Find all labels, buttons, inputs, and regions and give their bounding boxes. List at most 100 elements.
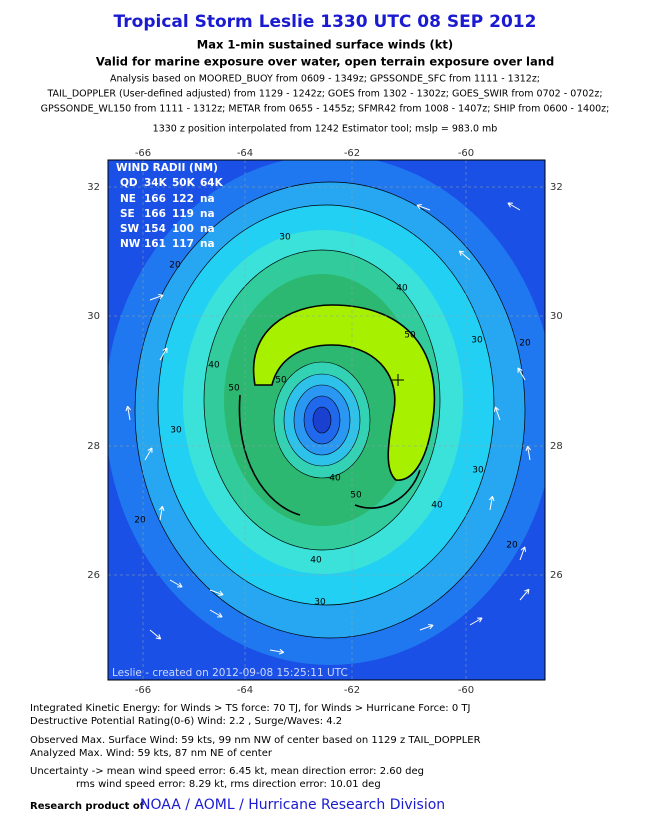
footer-line: Observed Max. Surface Wind: 59 kts, 99 n… <box>30 735 481 746</box>
contour-label: 20 <box>506 541 518 551</box>
lon-label: -66 <box>135 685 151 696</box>
lat-label: 28 <box>87 441 100 452</box>
radii-cell: SE <box>120 208 135 220</box>
wind-arrow <box>416 203 431 211</box>
credit-line: Leslie - created on 2012-09-08 15:25:11 … <box>112 667 348 679</box>
contour-label: 40 <box>396 284 408 294</box>
wind-arrow <box>519 546 527 561</box>
wind-arrow <box>149 629 162 640</box>
lon-label: -64 <box>237 685 253 696</box>
center-marker <box>392 374 404 386</box>
radii-cell: na <box>200 238 215 250</box>
footer-line: Analyzed Max. Wind: 59 kts, 87 nm NE of … <box>30 748 273 759</box>
radii-cell: 100 <box>172 223 194 235</box>
radii-header: 34K <box>144 177 168 189</box>
contour-label: 30 <box>279 233 291 243</box>
radii-header: QD <box>120 177 138 189</box>
wind-arrow <box>158 505 165 521</box>
wind-arrow <box>469 617 483 626</box>
wind-arrow <box>517 367 526 381</box>
lat-label: 28 <box>550 441 563 452</box>
lon-label: -66 <box>135 148 151 159</box>
wind-arrow <box>525 445 532 461</box>
contour-label: 20 <box>169 261 181 271</box>
contour-fill <box>252 304 436 481</box>
title: Tropical Storm Leslie 1330 UTC 08 SEP 20… <box>114 12 537 32</box>
radii-header: 50K <box>172 177 196 189</box>
radii-cell: NE <box>120 193 136 205</box>
wind-arrow <box>209 589 224 597</box>
wind-arrow <box>488 495 495 511</box>
lat-label: 26 <box>87 570 100 581</box>
contour-label: 50 <box>404 331 416 341</box>
contour-label: 20 <box>134 516 146 526</box>
wind-arrow <box>419 623 434 631</box>
footer-line: Uncertainty -> mean wind speed error: 6.… <box>30 766 424 777</box>
analysis-line: Analysis based on MOORED_BUOY from 0609 … <box>110 74 540 85</box>
contour-fill <box>312 406 332 434</box>
lat-label: 32 <box>87 182 100 193</box>
wind-arrow <box>458 250 471 261</box>
footer-line: rms wind speed error: 8.29 kt, rms direc… <box>76 779 381 790</box>
subtitle: Valid for marine exposure over water, op… <box>96 55 554 69</box>
wind-arrow <box>209 609 223 618</box>
radii-cell: 166 <box>144 193 166 205</box>
grid <box>108 160 545 680</box>
position-note: 1330 z position interpolated from 1242 E… <box>153 124 498 135</box>
analysis-line: TAIL_DOPPLER (User-defined adjusted) fro… <box>46 89 602 100</box>
contour-labels: 20 30 40 50 30 20 40 50 30 20 40 30 50 4… <box>134 233 531 608</box>
footer-line: Destructive Potential Rating(0-6) Wind: … <box>30 716 342 727</box>
radii-cell: 117 <box>172 238 194 250</box>
lon-label: -64 <box>237 148 253 159</box>
radii-cell: 119 <box>172 208 194 220</box>
footer: Integrated Kinetic Energy: for Winds > T… <box>30 703 481 813</box>
lon-label: -62 <box>344 685 360 696</box>
contour-label: 30 <box>314 598 326 608</box>
contour-label: 50 <box>350 491 362 501</box>
wind-arrow <box>507 202 521 211</box>
radii-cell: NW <box>120 238 141 250</box>
lon-label: -62 <box>344 148 360 159</box>
wind-field: 20 30 40 50 30 20 40 50 30 20 40 30 50 4… <box>108 160 545 680</box>
contour-label: 50 <box>275 376 287 386</box>
lon-label: -60 <box>458 148 474 159</box>
footer-line: Integrated Kinetic Energy: for Winds > T… <box>30 703 470 714</box>
radii-cell: SW <box>120 223 140 235</box>
radii-header: 64K <box>200 177 224 189</box>
research-label: Research product of <box>30 801 145 812</box>
contour-label: 50 <box>228 384 240 394</box>
axis-labels: -66 -66 -64 -64 -62 -62 -60 -60 32 32 30 30 28 28 26 26 <box>87 148 562 696</box>
wind-arrow <box>269 648 285 655</box>
contour-label: 30 <box>471 336 483 346</box>
wind-arrow <box>519 588 530 601</box>
contour-label: 40 <box>431 501 443 511</box>
lat-label: 30 <box>87 311 100 322</box>
plot-frame <box>107 159 546 681</box>
contour-label: 30 <box>472 466 484 476</box>
contour-line <box>238 394 421 516</box>
wind-arrow <box>144 447 153 461</box>
radii-cell: 161 <box>144 238 166 250</box>
wind-arrow <box>159 347 168 361</box>
radii-cell: na <box>200 208 215 220</box>
wind-arrows <box>125 202 532 655</box>
wind-radii-table: WIND RADII (NM) QD 34K 50K 64K NE 166 122 na SE 1… <box>116 162 224 250</box>
radii-title: WIND RADII (NM) <box>116 162 218 174</box>
contour-label: 40 <box>329 474 341 484</box>
radii-cell: na <box>200 193 215 205</box>
contour-label: 20 <box>519 339 531 349</box>
wind-arrow <box>493 406 501 421</box>
lat-label: 30 <box>550 311 563 322</box>
wind-arrow <box>149 293 164 301</box>
radii-cell: 154 <box>144 223 166 235</box>
wind-arrow <box>169 579 183 588</box>
radii-cell: na <box>200 223 215 235</box>
contour-label: 30 <box>170 426 182 436</box>
radii-cell: 122 <box>172 193 194 205</box>
contour-label: 40 <box>310 556 322 566</box>
organization: NOAA / AOML / Hurricane Research Divisio… <box>140 797 445 813</box>
lat-label: 26 <box>550 570 563 581</box>
